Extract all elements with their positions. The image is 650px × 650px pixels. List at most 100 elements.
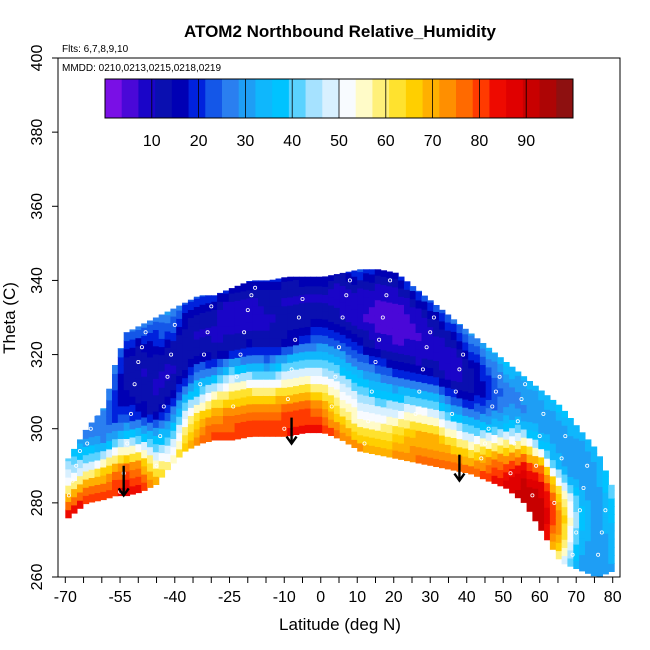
heatmap-cell: [65, 493, 72, 502]
heatmap-cell: [135, 468, 142, 477]
obs-point: [110, 337, 115, 342]
heatmap-cell: [497, 477, 504, 487]
heatmap-cell: [462, 358, 469, 367]
heatmap-cell: [374, 269, 382, 276]
heatmap-cell: [182, 353, 189, 362]
heatmap-cell: [444, 403, 452, 413]
heatmap-cell: [287, 288, 294, 298]
heatmap-cell: [147, 340, 154, 350]
heatmap-cell: [117, 373, 125, 382]
heatmap-cell: [555, 550, 563, 560]
heatmap-cell: [258, 281, 265, 290]
heatmap-cell: [152, 353, 160, 363]
heatmap-cell: [468, 424, 475, 434]
obs-point: [563, 434, 568, 439]
heatmap-cell: [258, 403, 265, 413]
heatmap-cell: [211, 399, 218, 408]
heatmap-cell: [567, 508, 574, 518]
heatmap-cell: [474, 370, 481, 379]
heatmap-cell: [374, 413, 382, 423]
heatmap-cell: [275, 419, 282, 429]
heatmap-cell: [164, 314, 171, 324]
colorbar-swatch: [272, 79, 290, 118]
heatmap-cell: [596, 461, 603, 471]
heatmap-cell: [345, 378, 352, 388]
heatmap-cell: [532, 385, 539, 391]
heatmap-cell: [549, 524, 557, 534]
heatmap-cell: [269, 387, 277, 396]
heatmap-cell: [187, 439, 195, 449]
heatmap-cell: [217, 309, 224, 319]
heatmap-cell: [152, 386, 160, 396]
heatmap-cell: [152, 378, 160, 388]
heatmap-cell: [444, 362, 452, 372]
colorbar-tick-label: 40: [283, 133, 301, 150]
heatmap-cell: [561, 514, 568, 524]
heatmap-cell: [409, 396, 417, 406]
obs-point: [457, 367, 462, 372]
heatmap-cell: [427, 383, 434, 393]
heatmap-cell: [333, 274, 341, 284]
heatmap-cell: [374, 438, 382, 447]
heatmap-cell: [152, 321, 160, 330]
colorbar-swatch: [456, 79, 474, 118]
heatmap-cell: [112, 365, 119, 366]
heatmap-cell: [503, 414, 510, 424]
heatmap-cell: [491, 475, 498, 484]
heatmap-cell: [170, 381, 177, 391]
heatmap-cell: [567, 427, 574, 437]
heatmap-cell: [549, 532, 557, 542]
heatmap-cell: [187, 325, 195, 335]
heatmap-cell: [392, 392, 399, 402]
heatmap-cell: [386, 424, 393, 434]
heatmap-cell: [170, 430, 177, 439]
heatmap-cell: [509, 435, 516, 445]
heatmap-cell: [316, 350, 323, 360]
obs-point: [537, 434, 542, 439]
heatmap-cell: [328, 394, 335, 404]
heatmap-cell: [164, 396, 171, 405]
heatmap-cell: [112, 397, 119, 407]
heatmap-cell: [117, 438, 125, 448]
obs-point: [128, 411, 133, 416]
heatmap-cell: [439, 337, 446, 346]
heatmap-cell: [182, 442, 189, 452]
heatmap-cell: [380, 423, 387, 432]
heatmap-cell: [573, 527, 580, 537]
heatmap-cell: [339, 301, 347, 311]
heatmap-cell: [421, 374, 428, 384]
heatmap-cell: [567, 549, 574, 559]
heatmap-cell: [275, 313, 282, 323]
heatmap-cell: [135, 435, 142, 445]
obs-point: [154, 463, 159, 468]
heatmap-cell: [433, 393, 440, 402]
y-tick-label: 320: [29, 341, 46, 368]
colorbar-swatch: [556, 79, 574, 118]
heatmap-cell: [269, 346, 277, 356]
heatmap-cell: [123, 405, 131, 415]
obs-point: [143, 330, 148, 335]
heatmap-cell: [164, 379, 171, 389]
heatmap-cell: [415, 454, 422, 464]
heatmap-cell: [509, 366, 516, 371]
heatmap-cell: [269, 419, 277, 429]
heatmap-cell: [409, 331, 417, 340]
heatmap-cell: [409, 355, 417, 365]
heatmap-cell: [199, 336, 206, 346]
heatmap-cell: [135, 443, 142, 453]
heatmap-cell: [380, 284, 387, 294]
obs-point: [293, 337, 298, 342]
heatmap-cell: [223, 333, 230, 343]
heatmap-cell: [567, 541, 574, 551]
colorbar-swatch: [339, 79, 357, 118]
heatmap-cell: [345, 411, 352, 420]
colorbar-swatch: [355, 79, 373, 118]
heatmap-cell: [182, 328, 189, 338]
heatmap-cell: [544, 401, 551, 410]
heatmap-cell: [339, 293, 347, 303]
heatmap-cell: [368, 339, 376, 348]
heatmap-cell: [549, 402, 557, 412]
heatmap-cell: [392, 384, 399, 394]
heatmap-cell: [316, 375, 323, 385]
heatmap-cell: [182, 320, 189, 330]
